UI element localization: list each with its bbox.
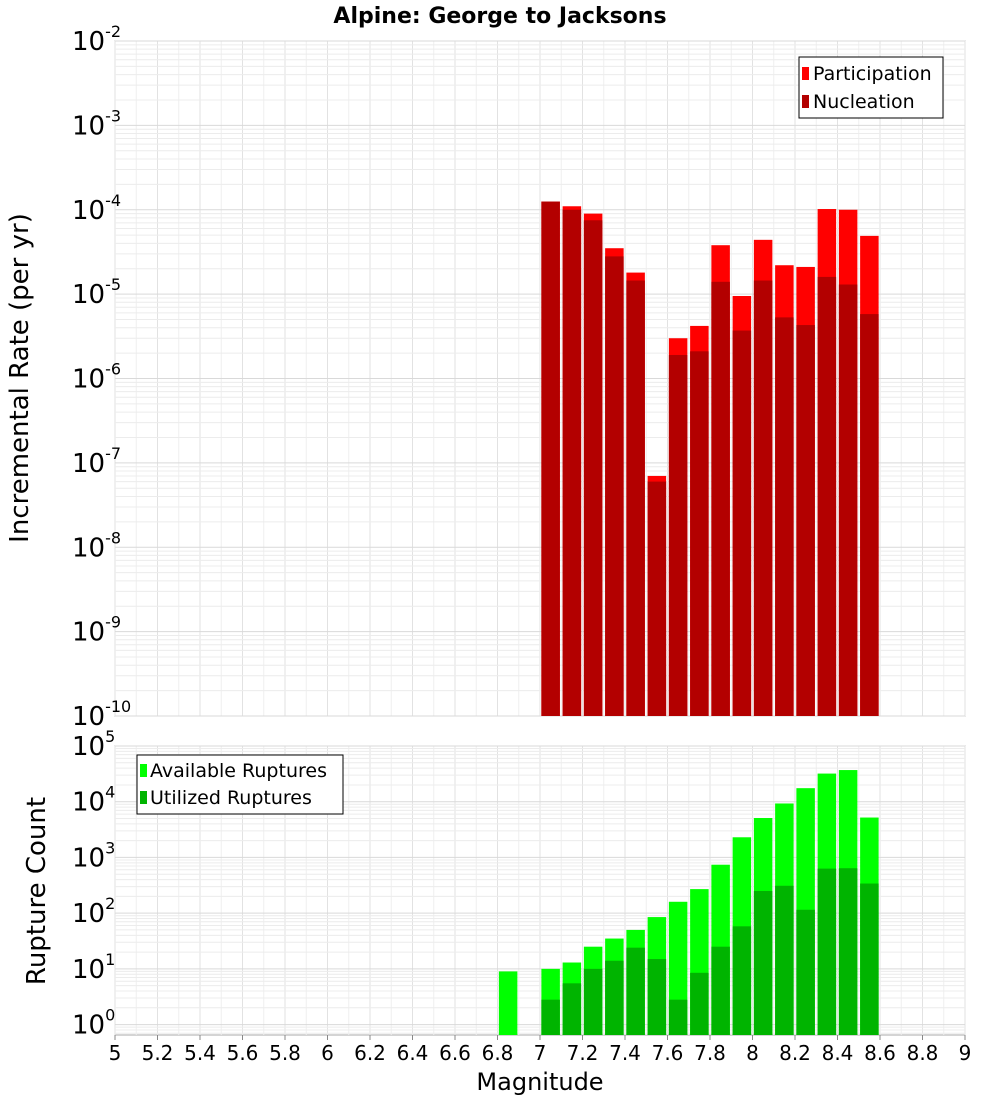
legend-swatch-utilized (140, 791, 147, 804)
bottom-bar-utilized-ruptures (775, 885, 794, 1035)
x-tick-label: 5.4 (184, 1041, 216, 1065)
bottom-bar-utilized-ruptures (541, 999, 560, 1035)
top-bar-nucleation (541, 201, 560, 716)
top-y-tick-label: 10-7 (72, 444, 121, 479)
top-bar-nucleation (647, 481, 667, 716)
chart-title: Alpine: George to Jacksons (333, 4, 666, 29)
top-bar-nucleation (583, 220, 603, 717)
top-bar-nucleation (775, 317, 794, 716)
top-y-tick-label: 10-3 (72, 106, 121, 141)
legend-label-nucleation: Nucleation (813, 91, 915, 113)
top-bar-nucleation (562, 209, 582, 716)
top-gridlines (114, 40, 966, 717)
top-bar-nucleation (817, 276, 837, 716)
top-y-tick-labels: 10-10 10-9 10-8 10-7 10-6 10-5 10-4 10-3 10-2 (72, 22, 131, 732)
top-bar-nucleation (860, 314, 879, 716)
bottom-y-tick-label: 105 (72, 727, 115, 762)
x-axis-label: Magnitude (476, 1068, 603, 1096)
x-tick-label: 8.6 (864, 1041, 896, 1065)
bottom-bar-utilized-ruptures (626, 947, 645, 1035)
bottom-bar-utilized-ruptures (668, 999, 688, 1035)
bottom-y-tick-label: 102 (72, 894, 115, 929)
x-tick-label: 8.4 (822, 1041, 854, 1065)
bottom-legend-frame (136, 754, 344, 815)
bottom-bar-utilized-ruptures (732, 926, 752, 1035)
legend-swatch-available (140, 764, 147, 777)
bottom-bar-available-ruptures (498, 971, 518, 1035)
bottom-bar-utilized-ruptures (796, 909, 815, 1035)
x-tick-label: 6.2 (354, 1041, 386, 1065)
legend-label-available: Available Ruptures (150, 760, 327, 782)
x-tick-label: 7 (534, 1041, 547, 1065)
top-bar-nucleation (838, 284, 858, 716)
x-tick-label: 7.8 (694, 1041, 726, 1065)
top-y-tick-label: 10-4 (72, 191, 121, 226)
x-tick-label: 9 (959, 1041, 972, 1065)
x-tick-label: 7.2 (567, 1041, 599, 1065)
bottom-y-tick-label: 101 (72, 950, 115, 985)
top-legend-frame (798, 56, 944, 119)
x-tick-label: 6.6 (439, 1041, 471, 1065)
top-y-tick-label: 10-2 (72, 22, 121, 57)
bottom-bar-utilized-ruptures (753, 890, 773, 1035)
bottom-bar-utilized-ruptures (562, 983, 582, 1035)
top-y-tick-label: 10-9 (72, 613, 121, 648)
top-bar-nucleation (732, 330, 752, 716)
x-tick-label: 7.4 (609, 1041, 641, 1065)
x-tick-label: 8.8 (907, 1041, 939, 1065)
x-tick-label: 8.2 (779, 1041, 811, 1065)
bottom-y-axis-label: Rupture Count (22, 797, 52, 985)
x-tick-label: 5.2 (142, 1041, 174, 1065)
x-tick-label: 6.8 (482, 1041, 514, 1065)
bottom-bar-utilized-ruptures (647, 959, 667, 1035)
bottom-y-tick-label: 103 (72, 838, 115, 873)
top-bars (541, 201, 879, 717)
legend-label-utilized: Utilized Ruptures (150, 787, 312, 809)
top-y-tick-label: 10-8 (72, 528, 121, 563)
x-tick-labels: 5 5.2 5.4 5.6 5.8 6 6.2 6.4 6.6 6.8 7 7.2 7.4 7.6 7.8 8… (109, 1035, 972, 1065)
bottom-bar-utilized-ruptures (860, 883, 879, 1035)
bottom-y-tick-labels: 100 101 102 103 104 105 (72, 727, 115, 1041)
top-bar-nucleation (753, 280, 773, 716)
bottom-bar-utilized-ruptures (817, 868, 837, 1035)
bottom-bar-utilized-ruptures (711, 946, 730, 1035)
bottom-y-tick-label: 104 (72, 783, 115, 818)
top-y-tick-label: 10-6 (72, 360, 121, 395)
x-tick-label: 6.4 (397, 1041, 429, 1065)
bottom-bars (498, 770, 879, 1035)
x-tick-label: 8 (746, 1041, 759, 1065)
bottom-bar-utilized-ruptures (605, 960, 624, 1035)
x-tick-label: 5.8 (269, 1041, 301, 1065)
top-bar-nucleation (690, 351, 709, 716)
x-tick-label: 6 (321, 1041, 334, 1065)
bottom-y-tick-label: 100 (72, 1006, 115, 1041)
x-tick-label: 5 (109, 1041, 122, 1065)
top-y-tick-label: 10-10 (72, 697, 131, 732)
x-tick-label: 5.6 (227, 1041, 259, 1065)
top-bar-nucleation (796, 325, 815, 716)
legend-swatch-nucleation (802, 95, 809, 108)
top-bar-nucleation (626, 280, 645, 716)
top-y-axis-label: Incremental Rate (per yr) (5, 213, 35, 543)
bottom-bar-utilized-ruptures (838, 868, 858, 1035)
bottom-bar-utilized-ruptures (583, 968, 603, 1035)
top-bar-nucleation (668, 354, 688, 716)
legend-label-participation: Participation (813, 63, 932, 85)
top-bar-nucleation (605, 256, 624, 716)
legend-swatch-participation (802, 67, 809, 80)
bottom-bar-utilized-ruptures (690, 972, 709, 1035)
top-bar-nucleation (711, 281, 730, 716)
bottom-legend: Available Ruptures Utilized Ruptures (136, 754, 344, 815)
top-legend: Participation Nucleation (798, 56, 944, 119)
x-tick-label: 7.6 (652, 1041, 684, 1065)
top-y-tick-label: 10-5 (72, 275, 121, 310)
